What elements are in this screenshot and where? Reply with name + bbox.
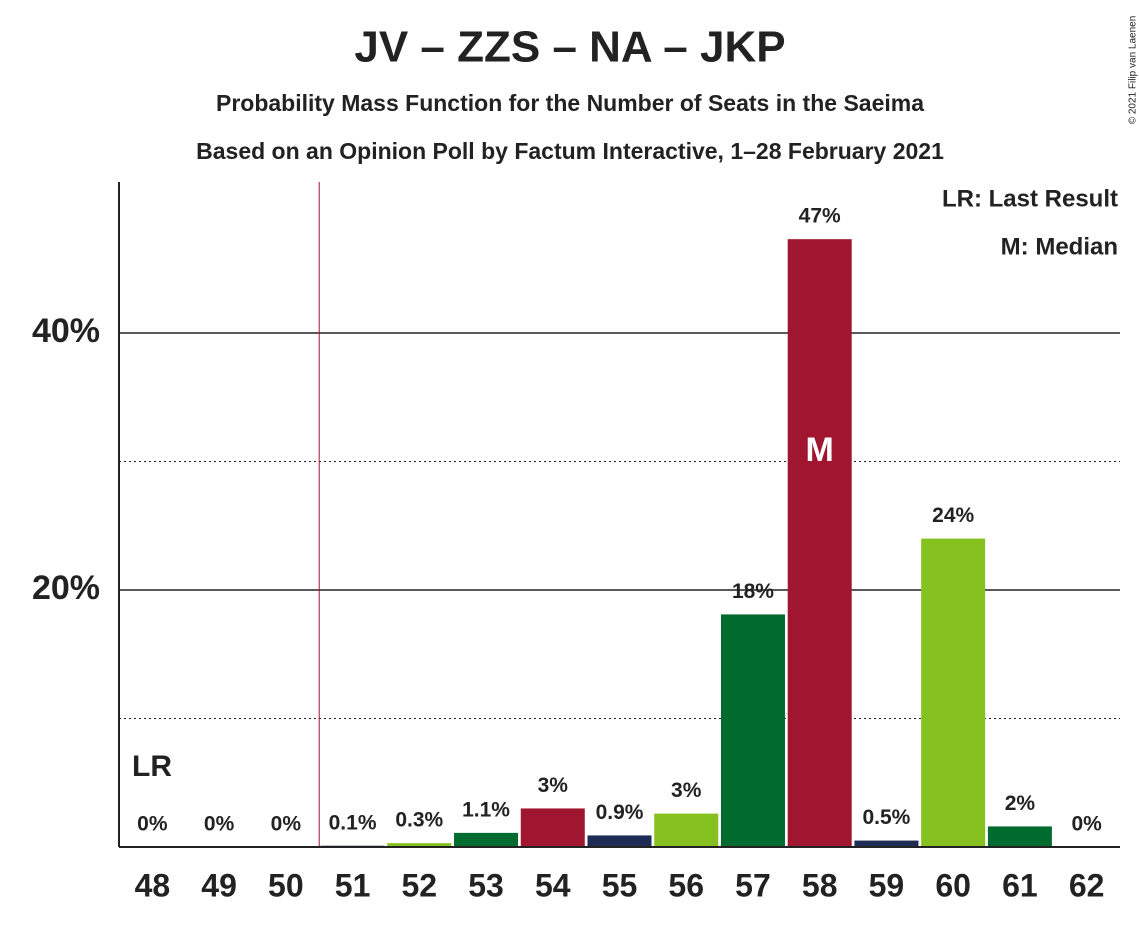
legend-entry: LR: Last Result [942, 185, 1118, 212]
x-tick-label: 53 [468, 867, 504, 903]
chart-subtitle: Based on an Opinion Poll by Factum Inter… [196, 138, 944, 164]
bar [654, 813, 719, 847]
value-label: 0.1% [329, 811, 377, 834]
bar [787, 239, 852, 847]
bar [921, 538, 986, 847]
y-tick-label: 40% [32, 312, 100, 350]
bar [587, 835, 652, 847]
value-label: 0% [137, 813, 168, 836]
value-label: 47% [799, 205, 841, 228]
copyright: © 2021 Filip van Laenen [1128, 16, 1139, 125]
value-label: 18% [732, 580, 774, 603]
x-tick-label: 57 [735, 867, 771, 903]
x-tick-label: 61 [1002, 867, 1038, 903]
median-label: M [806, 431, 834, 469]
value-label: 0.5% [862, 806, 910, 829]
last-result-label: LR [132, 750, 172, 783]
x-tick-label: 52 [402, 867, 438, 903]
bar [520, 808, 585, 847]
bar [854, 840, 919, 847]
chart-title: JV – ZZS – NA – JKP [354, 23, 785, 72]
value-label: 0.9% [596, 801, 644, 824]
value-label: 3% [538, 774, 569, 797]
bar [987, 826, 1052, 847]
bar [720, 614, 785, 847]
x-tick-label: 54 [535, 867, 571, 903]
bar [387, 843, 452, 847]
value-label: 2% [1005, 792, 1036, 815]
value-label: 0% [271, 813, 302, 836]
value-label: 0% [204, 813, 235, 836]
x-tick-label: 48 [135, 867, 171, 903]
value-label: 1.1% [462, 798, 510, 821]
x-tick-label: 51 [335, 867, 371, 903]
x-tick-label: 59 [869, 867, 905, 903]
value-label: 24% [932, 504, 974, 527]
y-tick-label: 20% [32, 569, 100, 607]
legend-entry: M: Median [1001, 233, 1118, 260]
x-tick-label: 62 [1069, 867, 1105, 903]
bar [454, 832, 519, 847]
value-label: 0% [1071, 813, 1102, 836]
value-label: 3% [671, 779, 702, 802]
x-tick-label: 49 [201, 867, 237, 903]
x-tick-label: 58 [802, 867, 838, 903]
x-tick-label: 50 [268, 867, 304, 903]
x-tick-label: 55 [602, 867, 638, 903]
chart-subtitle: Probability Mass Function for the Number… [216, 90, 924, 116]
value-label: 0.3% [395, 809, 443, 832]
x-tick-label: 56 [668, 867, 704, 903]
x-tick-label: 60 [935, 867, 971, 903]
